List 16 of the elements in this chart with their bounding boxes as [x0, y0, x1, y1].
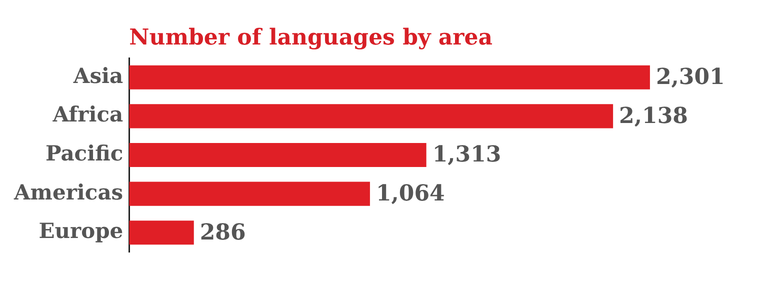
chart-title: Number of languages by area: [129, 24, 493, 51]
bar: [129, 65, 650, 90]
bar: [129, 220, 194, 245]
data-label: 1,313: [432, 142, 502, 168]
bar: [129, 182, 370, 206]
data-label: 2,301: [656, 64, 725, 90]
y-tick-label: Europe: [38, 218, 124, 244]
data-label: 2,138: [619, 102, 688, 129]
bar: [129, 142, 426, 168]
y-tick-label: Americas: [12, 179, 124, 204]
y-tick-label: Pacific: [45, 140, 124, 166]
data-label: 1,064: [376, 180, 445, 207]
data-label: 286: [200, 219, 246, 246]
y-tick-label: Asia: [72, 62, 124, 88]
y-tick-label: Africa: [52, 102, 124, 127]
bar: [129, 104, 614, 128]
